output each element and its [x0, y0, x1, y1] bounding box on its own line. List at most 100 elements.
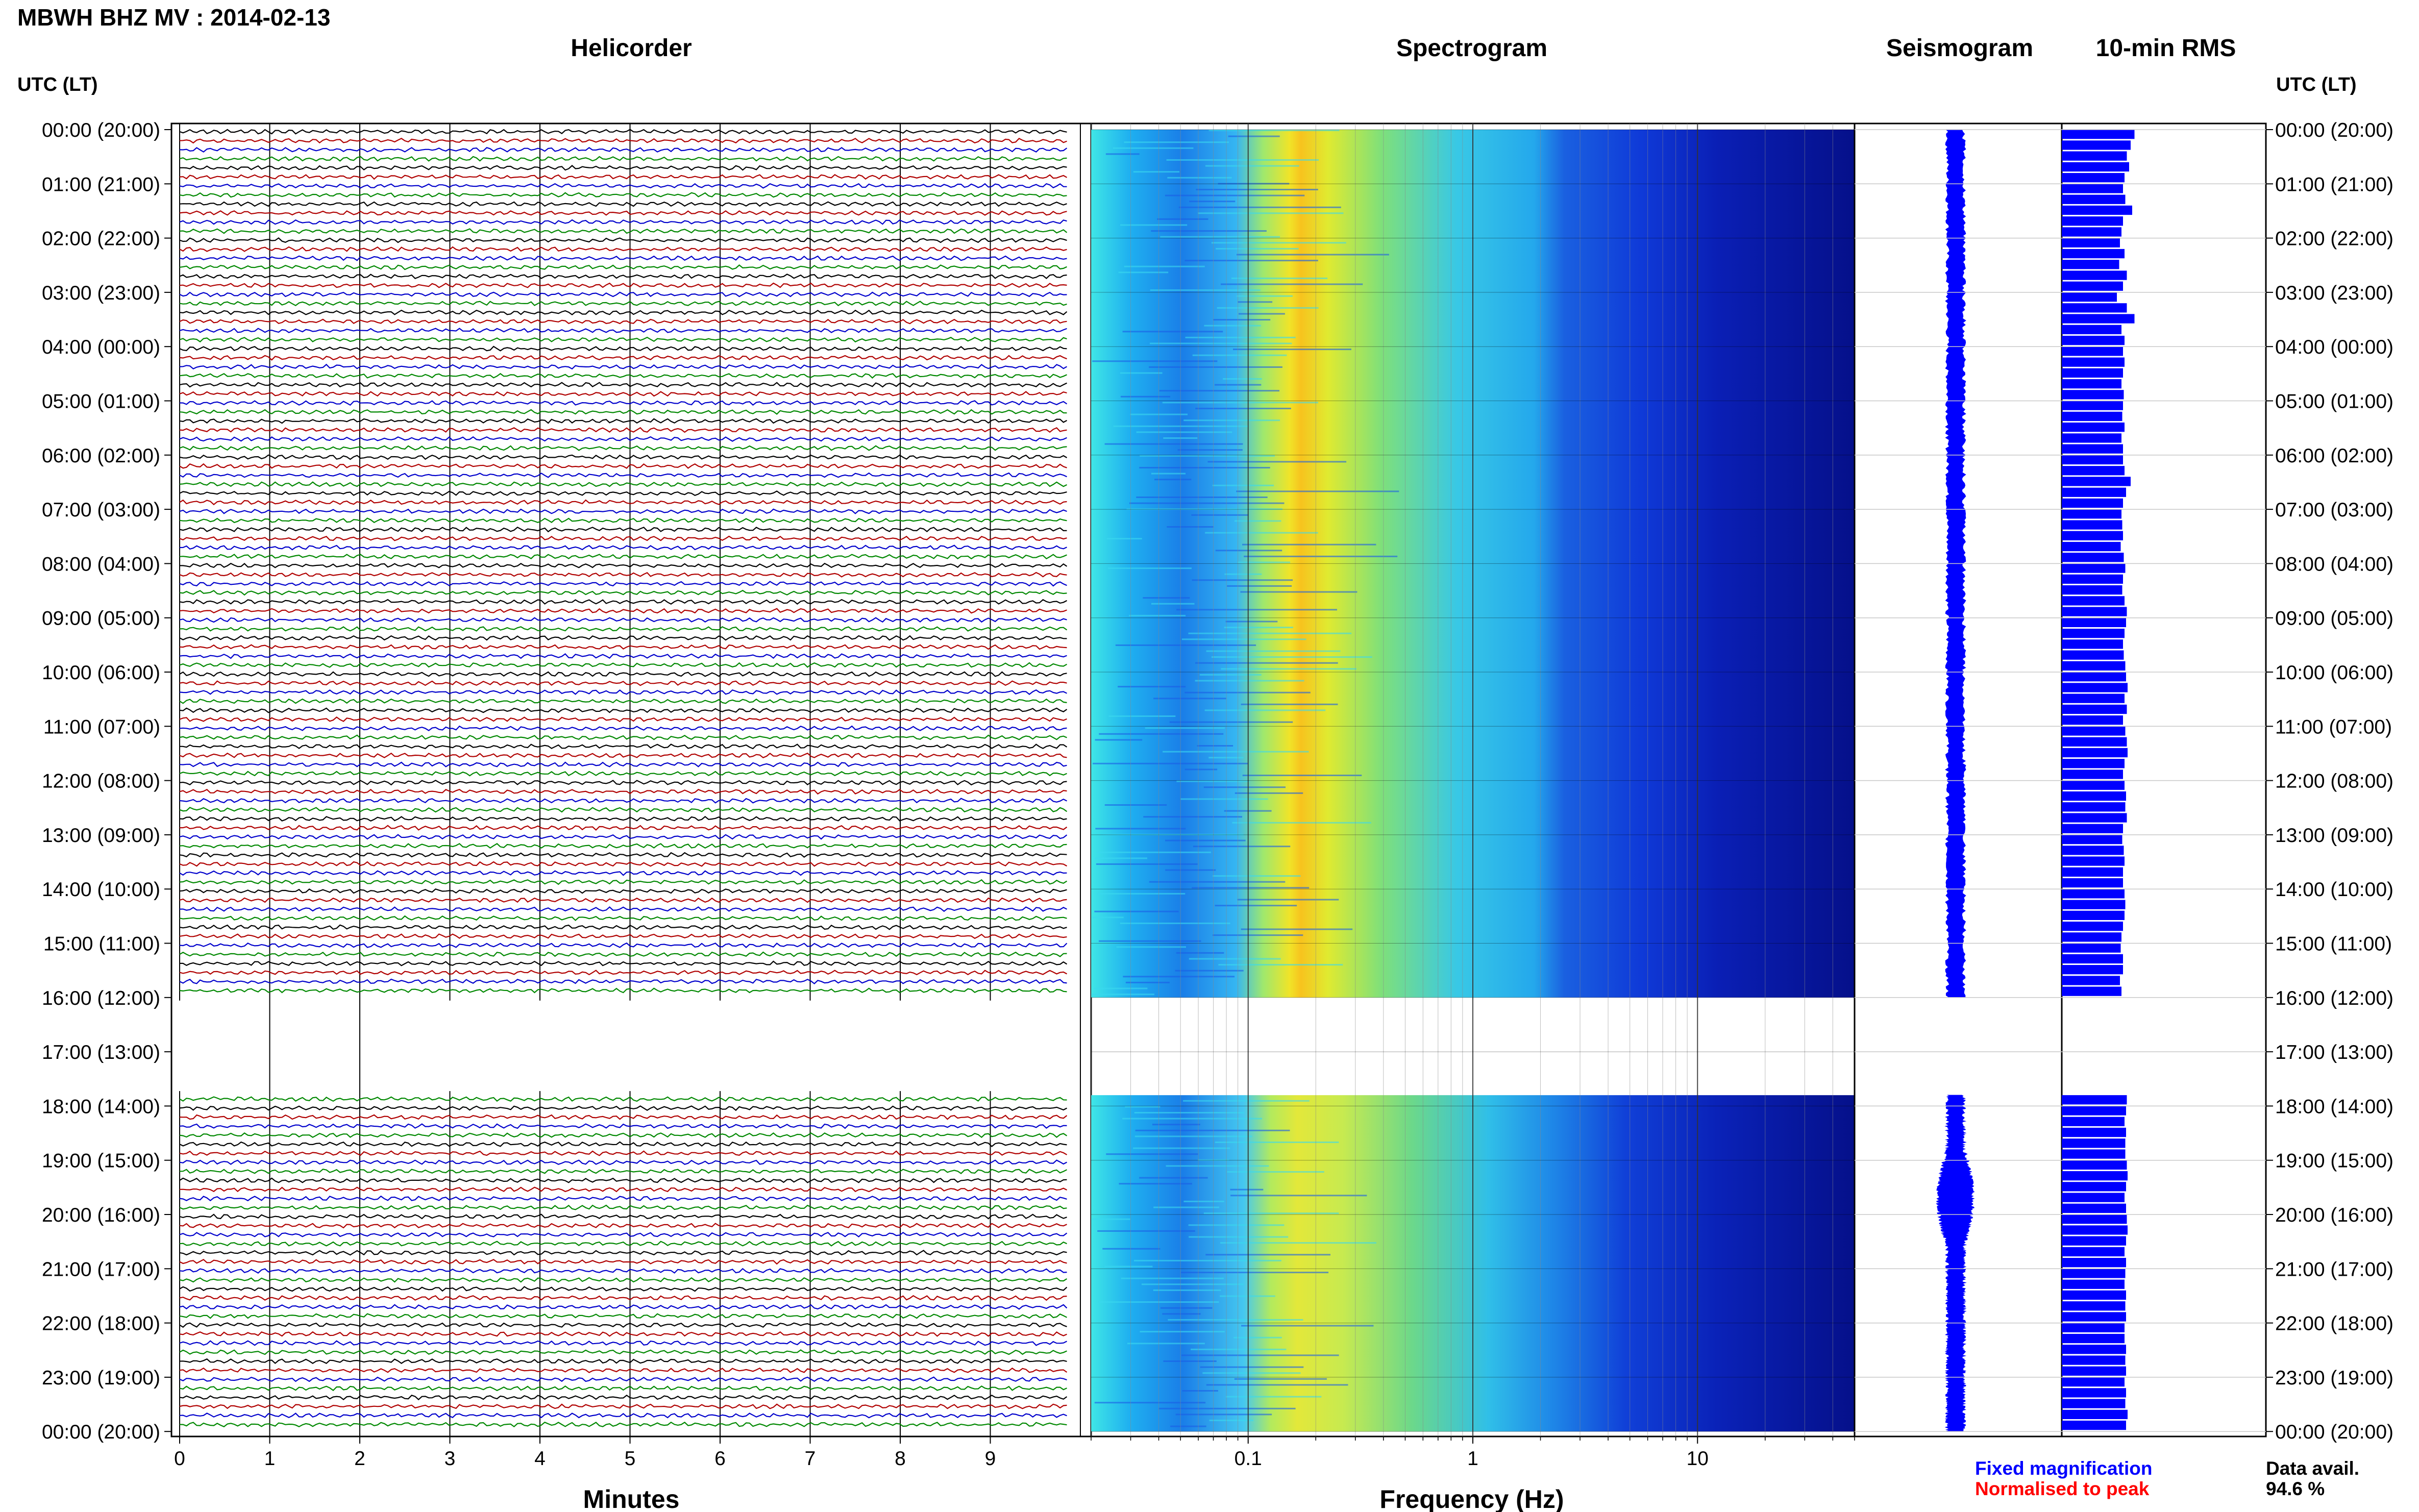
spectrogram-streak: [1165, 839, 1246, 841]
rms-bar: [2062, 368, 2123, 378]
helicorder-trace: [179, 544, 1067, 551]
hour-label-right: 06:00 (02:00): [2275, 445, 2393, 467]
spectrogram-streak: [1105, 153, 1140, 155]
rms-bar: [2062, 325, 2121, 334]
rms-bar: [2062, 986, 2121, 996]
spectrogram-streak: [1242, 775, 1362, 776]
helicorder-trace: [179, 219, 1067, 225]
hour-label-left: 00:00 (20:00): [42, 119, 160, 141]
hour-label-right: 00:00 (20:00): [2275, 1421, 2393, 1443]
helicorder-trace: [179, 192, 1067, 198]
hour-label-right: 16:00 (12:00): [2275, 987, 2393, 1009]
helicorder-trace: [179, 129, 1067, 135]
spectrogram-streak: [1240, 591, 1357, 593]
helicorder-trace: [179, 499, 1067, 506]
spectrogram-streak: [1178, 206, 1341, 208]
helicorder-trace: [179, 274, 1067, 279]
helicorder-trace: [179, 363, 1068, 370]
helicorder-trace: [179, 978, 1067, 985]
spectrogram-streak: [1120, 224, 1188, 226]
spectrogram-streak: [1151, 603, 1195, 605]
hour-label-right: 10:00 (06:00): [2275, 662, 2393, 684]
spectrogram-streak: [1106, 538, 1142, 540]
helicorder-panel: [170, 122, 1092, 1437]
spectrogram-streak: [1116, 946, 1186, 948]
rms-bar: [2062, 1214, 2127, 1224]
helicorder-trace: [179, 427, 1067, 433]
spectrogram-streak: [1108, 567, 1192, 569]
spectrogram-streak: [1175, 1414, 1272, 1416]
spectrogram-streak: [1097, 1230, 1195, 1232]
spectrogram-streak: [1230, 1188, 1264, 1191]
hour-label-right: 02:00 (22:00): [2275, 228, 2393, 250]
helicorder-trace: [179, 1403, 1067, 1409]
spectrogram-streak: [1139, 1177, 1208, 1179]
helicorder-trace: [179, 906, 1067, 912]
helicorder-trace: [179, 436, 1067, 442]
helicorder-trace: [179, 400, 1068, 406]
spectrogram-streak: [1209, 1420, 1254, 1421]
spectrogram-streak: [1211, 242, 1346, 244]
rms-bar: [2062, 976, 2120, 985]
hour-label-right: 14:00 (10:00): [2275, 879, 2393, 901]
hour-label-right: 01:00 (21:00): [2275, 173, 2393, 195]
helicorder-trace: [179, 653, 1067, 659]
spectrogram-streak: [1151, 230, 1267, 232]
helicorder-xtick-label: 6: [714, 1448, 726, 1470]
spectrogram-streak: [1095, 857, 1147, 859]
spectrogram-streak: [1094, 910, 1179, 912]
helicorder-trace: [179, 1169, 1067, 1175]
rms-bar: [2062, 846, 2124, 855]
helicorder-trace: [179, 1277, 1068, 1283]
spectrogram-xtick-label: 10: [1687, 1448, 1709, 1470]
helicorder-trace: [179, 1231, 1068, 1238]
spectrogram-streak: [1241, 703, 1338, 705]
rms-bar: [2062, 292, 2117, 302]
rms-bar: [2062, 1258, 2126, 1268]
spectrogram-streak: [1102, 1248, 1161, 1250]
rms-bar: [2062, 574, 2123, 584]
rms-bar: [2062, 335, 2125, 345]
helicorder-xtick-label: 1: [264, 1448, 276, 1470]
helicorder-trace: [179, 1159, 1068, 1166]
rms-bar: [2062, 607, 2127, 616]
helicorder-trace: [179, 924, 1067, 930]
rms-bar: [2062, 205, 2132, 215]
hour-label-right: 00:00 (20:00): [2275, 119, 2393, 141]
spectrogram-streak: [1092, 1218, 1130, 1220]
helicorder-trace: [179, 1331, 1067, 1337]
rms-bar: [2062, 1182, 2126, 1192]
rms-bar: [2062, 1193, 2125, 1202]
rms-title: 10-min RMS: [2096, 35, 2236, 62]
rms-bar: [2062, 346, 2123, 356]
spectrogram-streak: [1159, 390, 1279, 392]
spectrogram-streak: [1195, 662, 1338, 664]
spectrogram-streak: [1104, 443, 1243, 445]
spectrogram-streak: [1163, 751, 1309, 753]
spectrogram-streak: [1237, 899, 1339, 901]
spectrogram-streak: [1135, 1129, 1290, 1131]
spectrogram-streak: [1167, 526, 1214, 528]
spectrogram-streak: [1149, 881, 1286, 883]
helicorder-trace: [179, 1304, 1068, 1310]
rms-bar: [2062, 423, 2125, 432]
spectrogram-streak: [1218, 964, 1343, 966]
spectrogram-streak: [1125, 981, 1170, 983]
hour-labels: 00:00 (20:00) 00:00 (20:00) 01:00 (21:00) 0…: [42, 119, 2393, 1443]
helicorder-trace: [179, 617, 1067, 623]
rms-bar: [2062, 770, 2123, 779]
rms-bar: [2062, 1279, 2125, 1289]
rms-bar: [2062, 509, 2121, 519]
helicorder-trace: [179, 743, 1068, 750]
spectrogram-streak: [1220, 1295, 1275, 1297]
spectrogram-streak: [1124, 141, 1229, 143]
spectrogram-streak: [1118, 271, 1169, 274]
rms-bar: [2062, 704, 2127, 714]
spectrogram-streak: [1225, 1396, 1322, 1398]
rms-bar: [2062, 1236, 2126, 1246]
helicorder-frame: [170, 122, 1092, 1437]
spectrogram-streak: [1195, 680, 1304, 682]
helicorder-trace: [179, 752, 1067, 759]
rms-bar: [2062, 650, 2124, 660]
rms-bar: [2062, 629, 2125, 638]
